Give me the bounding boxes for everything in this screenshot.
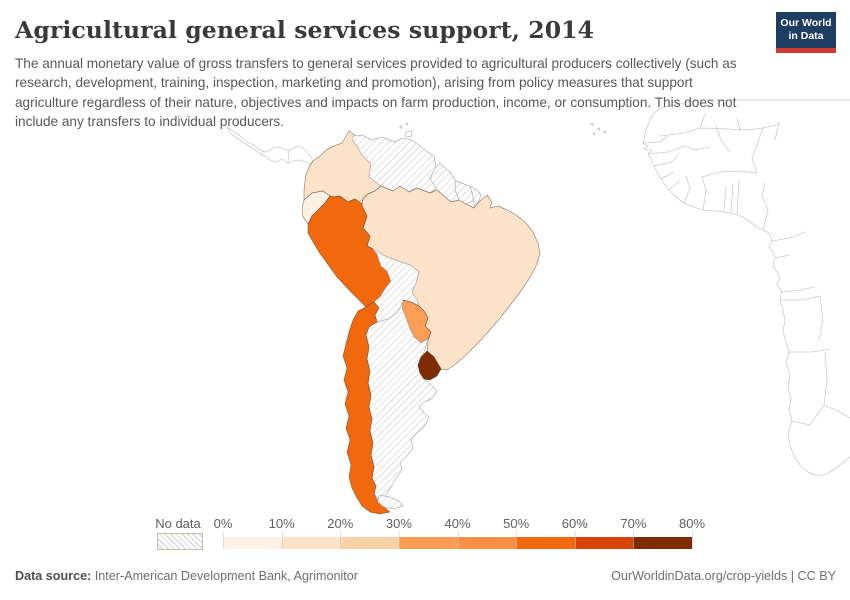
outline-africa	[642, 99, 850, 477]
legend-bin-60-70%[interactable]	[574, 537, 634, 549]
page-title: Agricultural general services support, 2…	[15, 16, 595, 44]
page-subtitle: The annual monetary value of gross trans…	[15, 56, 737, 129]
legend-bin-50-60%[interactable]	[516, 537, 575, 549]
legend-tick-label-50%: 50%	[503, 516, 530, 531]
legend-tick-label-20%: 20%	[327, 516, 354, 531]
legend-tick-label-60%: 60%	[561, 516, 588, 531]
owid-logo[interactable]: Our World in Data	[776, 12, 836, 53]
legend-tick-label-70%: 70%	[620, 516, 647, 531]
owid-logo-line2: in Data	[788, 30, 824, 42]
border-central-america	[260, 149, 290, 163]
legend-tick-mark	[692, 531, 693, 549]
legend-tick-mark	[574, 531, 576, 549]
legend-color-bar	[223, 537, 692, 549]
owid-logo-line1: Our World	[780, 16, 832, 29]
legend-tick-mark	[340, 531, 342, 549]
legend-tick-mark	[457, 531, 459, 549]
owid-logo-box: Our World in Data	[776, 12, 836, 48]
legend-bin-0-10%[interactable]	[223, 537, 282, 549]
legend-tick-mark	[281, 531, 283, 549]
footer-data-source: Data source: Inter-American Development …	[15, 569, 358, 583]
legend-tick-mark	[398, 531, 400, 549]
legend-tick-label-30%: 30%	[385, 516, 412, 531]
legend-bin-30-40%[interactable]	[398, 537, 458, 549]
country-chile[interactable]: Chile	[342, 301, 391, 515]
legend-tick-label-80%: 80%	[678, 516, 706, 531]
legend-bin-20-30%[interactable]	[340, 537, 399, 549]
owid-logo-stripe	[776, 48, 836, 53]
country-uruguay[interactable]: Uruguay	[417, 350, 442, 381]
legend-tick-label-0%: 0%	[213, 516, 233, 531]
legend-tick-label-10%: 10%	[268, 516, 295, 531]
islands-caribbean	[399, 122, 413, 138]
footer-source-value: Inter-American Development Bank, Agrimon…	[91, 569, 358, 583]
legend-no-data-swatch[interactable]	[157, 533, 203, 550]
legend-bin-40-50%[interactable]	[457, 537, 517, 549]
legend-tick-mark	[633, 531, 635, 549]
islands-cape-verde	[590, 122, 607, 136]
legend-tick-label-40%: 40%	[444, 516, 471, 531]
legend-tick-mark	[223, 531, 224, 549]
legend-no-data-label: No data	[155, 516, 201, 531]
footer-source-label: Data source:	[15, 569, 92, 583]
legend-tick-mark	[516, 531, 518, 549]
legend-bin-10-20%[interactable]	[281, 537, 341, 549]
outline-central-america	[226, 126, 314, 165]
country-argentina-tierra-del-fuego[interactable]: Argentina	[377, 494, 404, 510]
footer-link[interactable]: OurWorldinData.org/crop-yields | CC BY	[611, 569, 836, 583]
legend-bin-70-80%[interactable]	[633, 537, 692, 549]
